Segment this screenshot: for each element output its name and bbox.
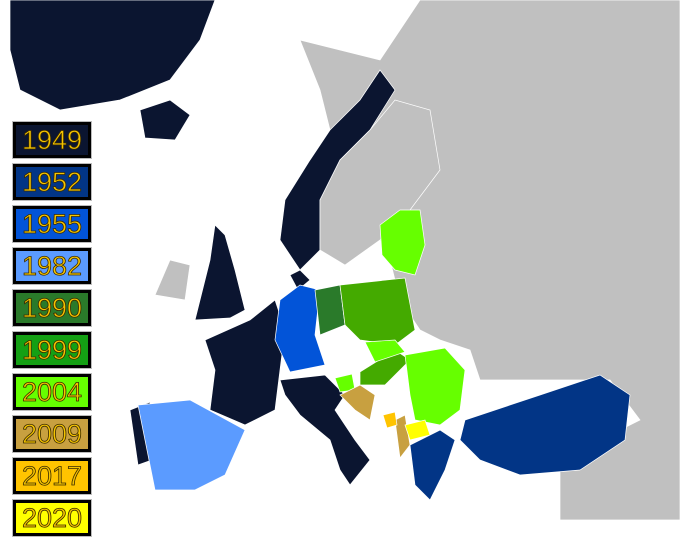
- slovakia: [364, 339, 406, 363]
- legend-1955: 1955: [12, 205, 92, 243]
- baltics: [379, 209, 426, 276]
- legend-1949: 1949: [12, 121, 92, 159]
- legend-2004: 2004: [12, 373, 92, 411]
- france-benelux: [204, 299, 286, 426]
- spain: [137, 399, 246, 491]
- ireland: [154, 259, 191, 301]
- romania-bulgaria: [404, 347, 466, 426]
- poland-czech-hungary: [339, 277, 416, 386]
- iceland: [139, 99, 191, 141]
- germany-east: [314, 284, 346, 336]
- uk: [194, 224, 246, 321]
- denmark: [289, 269, 311, 291]
- legend: 1949 1952 1955 1982 1990 1999 2004 2009 …: [12, 121, 92, 542]
- greece-turkey: [409, 374, 631, 501]
- legend-2020: 2020: [12, 499, 92, 537]
- montenegro: [382, 411, 398, 429]
- sweden-finland: [319, 99, 441, 266]
- legend-1952: 1952: [12, 163, 92, 201]
- legend-1982: 1982: [12, 247, 92, 285]
- legend-1990: 1990: [12, 289, 92, 327]
- legend-1999: 1999: [12, 331, 92, 369]
- germany-west: [274, 284, 326, 373]
- legend-2009: 2009: [12, 415, 92, 453]
- greenland: [9, 0, 216, 111]
- legend-2017: 2017: [12, 457, 92, 495]
- europe-map: [9, 0, 680, 520]
